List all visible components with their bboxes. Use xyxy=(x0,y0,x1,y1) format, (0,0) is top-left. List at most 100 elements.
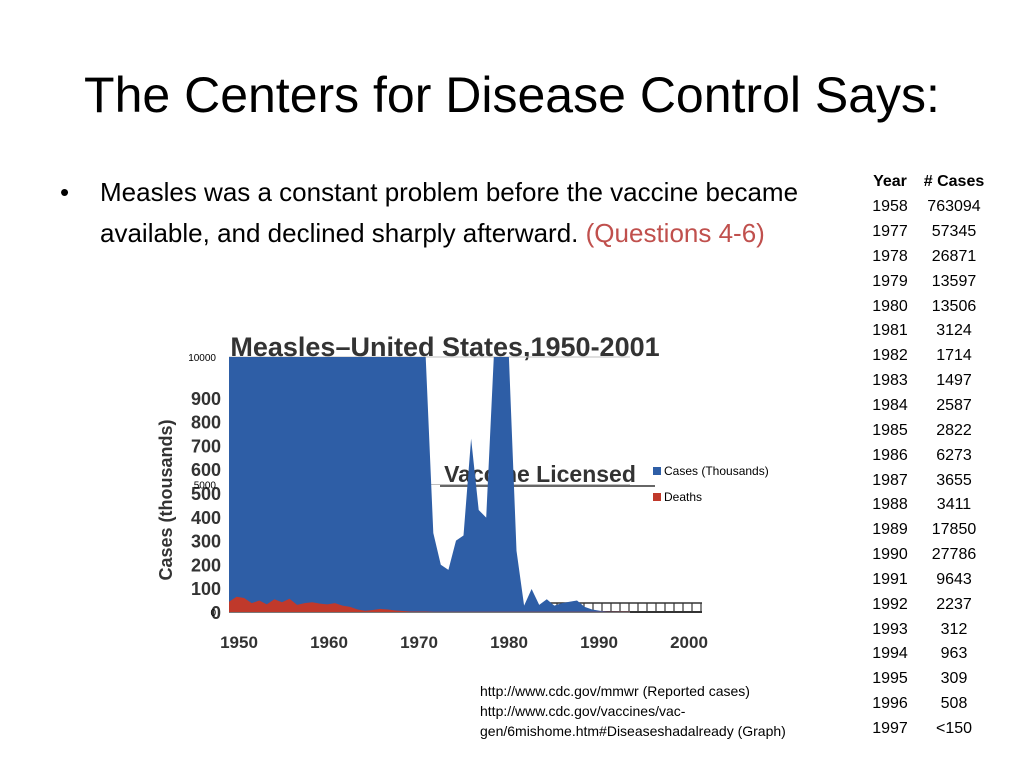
cell-cases: 508 xyxy=(940,695,968,713)
inner-x-tick-label: 1950 xyxy=(220,633,258,652)
cell-year: 1996 xyxy=(872,695,908,713)
cell-cases: 17850 xyxy=(931,521,977,539)
table-row: 1980 13506 xyxy=(862,294,990,319)
table-row: 1993 312 xyxy=(862,617,990,642)
cell-cases: 13506 xyxy=(931,297,977,315)
table-body: 1958 763094 1977 57345 1978 26871 1979 13597 198… xyxy=(862,195,990,742)
cell-year: 1981 xyxy=(872,322,908,340)
bullet-note: (Questions 4-6) xyxy=(585,218,765,248)
cell-cases: 26871 xyxy=(931,247,977,265)
inner-x-tick-label: 1970 xyxy=(400,633,438,652)
bullet-text: Measles was a constant problem before th… xyxy=(100,177,799,248)
table-row: 1994 963 xyxy=(862,642,990,667)
y-tick-label: 0 xyxy=(210,608,216,619)
cell-cases: 3124 xyxy=(936,322,972,340)
cell-cases: 2237 xyxy=(936,595,972,613)
inner-y-tick-label: 800 xyxy=(191,413,221,433)
cell-cases: 2587 xyxy=(936,397,972,415)
inner-y-tick-label: 200 xyxy=(191,555,221,575)
header-cases: # Cases xyxy=(923,173,985,191)
source-citation: http://www.cdc.gov/mmwr (Reported cases)… xyxy=(480,681,840,741)
cell-year: 1994 xyxy=(872,645,908,663)
table-row: 1985 2822 xyxy=(862,418,990,443)
cell-cases: 57345 xyxy=(931,223,977,241)
inner-y-tick-label: 0 xyxy=(211,603,221,623)
cell-year: 1988 xyxy=(872,496,908,514)
bullet-dot: • xyxy=(60,177,70,207)
inner-y-tick-label: 500 xyxy=(191,484,221,504)
cell-cases: 6273 xyxy=(936,446,972,464)
measles-cases-table: Year # Cases 1958 763094 1977 57345 1978 2687… xyxy=(862,170,990,741)
cell-cases: 27786 xyxy=(931,546,977,564)
table-row: 1979 13597 xyxy=(862,269,990,294)
cell-cases: 312 xyxy=(940,620,968,638)
table-row: 1978 26871 xyxy=(862,245,990,270)
cell-cases: 3655 xyxy=(936,471,972,489)
inner-x-tick-label: 1960 xyxy=(310,633,348,652)
cell-cases: 309 xyxy=(940,670,968,688)
cell-year: 1989 xyxy=(872,521,908,539)
source-line[interactable]: gen/6mishome.htm#Diseaseshadalready (Gra… xyxy=(480,723,786,739)
cell-year: 1982 xyxy=(872,347,908,365)
table-row: 1990 27786 xyxy=(862,543,990,568)
cell-year: 1977 xyxy=(872,223,908,241)
cell-cases: 1497 xyxy=(936,372,972,390)
cell-year: 1995 xyxy=(872,670,908,688)
cell-cases: <150 xyxy=(935,719,973,737)
source-line[interactable]: http://www.cdc.gov/vaccines/vac- xyxy=(480,703,686,719)
cell-year: 1990 xyxy=(872,546,908,564)
table-row: 1991 9643 xyxy=(862,568,990,593)
inner-y-tick-label: 700 xyxy=(191,436,221,456)
inner-y-tick-label: 400 xyxy=(191,508,221,528)
table-row: 1984 2587 xyxy=(862,394,990,419)
table-row: 1989 17850 xyxy=(862,518,990,543)
cell-year: 1979 xyxy=(872,272,908,290)
vaccine-licensed-annotation: Vaccine Licensed xyxy=(444,461,636,487)
cell-cases: 963 xyxy=(940,645,968,663)
table-row: 1977 57345 xyxy=(862,220,990,245)
table-row: 1986 6273 xyxy=(862,443,990,468)
cell-year: 1991 xyxy=(872,570,908,588)
legend-label: Deaths xyxy=(664,490,702,504)
y-tick-label: 10000 xyxy=(188,353,216,364)
legend-swatch xyxy=(653,467,661,475)
inner-chart-ylabel: Cases (thousands) xyxy=(156,419,176,580)
slide-title: The Centers for Disease Control Says: xyxy=(84,67,940,123)
cell-year: 1997 xyxy=(872,719,908,737)
table-row: 1982 1714 xyxy=(862,344,990,369)
cell-year: 1985 xyxy=(872,421,908,439)
source-line[interactable]: http://www.cdc.gov/mmwr (Reported cases) xyxy=(480,683,750,699)
y-tick-label: 5000 xyxy=(194,481,217,492)
table-row: 1958 763094 xyxy=(862,195,990,220)
inner-y-tick-label: 600 xyxy=(191,460,221,480)
series-area-cases xyxy=(229,357,630,612)
table-row: 1987 3655 xyxy=(862,468,990,493)
cell-year: 1987 xyxy=(872,471,908,489)
cell-year: 1958 xyxy=(872,198,908,216)
legend-label: Cases (Thousands) xyxy=(664,464,769,478)
cell-year: 1978 xyxy=(872,247,908,265)
table-header-row: Year # Cases xyxy=(862,170,990,195)
inner-x-tick-label: 1980 xyxy=(490,633,528,652)
cell-cases: 13597 xyxy=(931,272,977,290)
inner-y-tick-label: 100 xyxy=(191,579,221,599)
legend-swatch xyxy=(653,493,661,501)
cell-year: 1986 xyxy=(872,446,908,464)
header-year: Year xyxy=(873,173,907,191)
cell-year: 1993 xyxy=(872,620,908,638)
table-row: 1988 3411 xyxy=(862,493,990,518)
table-row: 1992 2237 xyxy=(862,592,990,617)
table-row: 1996 508 xyxy=(862,692,990,717)
cell-cases: 2822 xyxy=(936,421,972,439)
table-row: 1983 1497 xyxy=(862,369,990,394)
series-area-deaths xyxy=(229,596,630,612)
cell-cases: 9643 xyxy=(936,570,972,588)
table-row: 1995 309 xyxy=(862,667,990,692)
cell-year: 1983 xyxy=(872,372,908,390)
cell-year: 1984 xyxy=(872,397,908,415)
cell-cases: 3411 xyxy=(936,496,972,514)
cell-year: 1992 xyxy=(872,595,908,613)
table-row: 1981 3124 xyxy=(862,319,990,344)
cell-cases: 763094 xyxy=(927,198,981,216)
